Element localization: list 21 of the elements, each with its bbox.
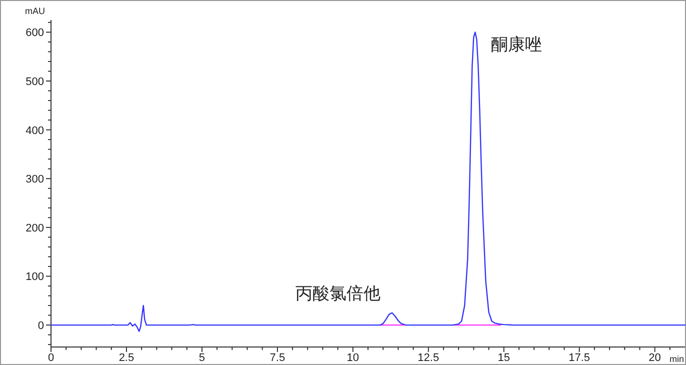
x-tick-label: 15 [498, 352, 510, 364]
y-tick-label: 400 [26, 124, 44, 137]
x-tick-label: 10 [346, 352, 360, 364]
y-axis-title: mAU [25, 6, 45, 16]
x-tick-label: 17.5 [568, 352, 590, 364]
x-tick-label: 5 [198, 352, 206, 364]
x-tick-label: 12.5 [418, 352, 440, 364]
x-tick-label: 20 [648, 352, 661, 364]
y-tick-label: 0 [38, 320, 44, 332]
line-series [50, 32, 686, 332]
annotation: 丙酸氯倍他 [296, 284, 381, 304]
y-tick-label: 600 [26, 27, 44, 40]
y-tick-label: 200 [26, 222, 44, 234]
x-axis-title: min [669, 354, 684, 364]
y-tick-label: 500 [26, 76, 44, 88]
y-tick-label: 300 [26, 174, 44, 186]
x-tick-label: 2.5 [118, 352, 134, 364]
annotation: 酮康唑 [491, 35, 542, 56]
x-tick-label: 7.5 [270, 352, 286, 364]
x-tick-label: 0 [48, 352, 54, 364]
y-tick-label: 100 [26, 271, 44, 284]
